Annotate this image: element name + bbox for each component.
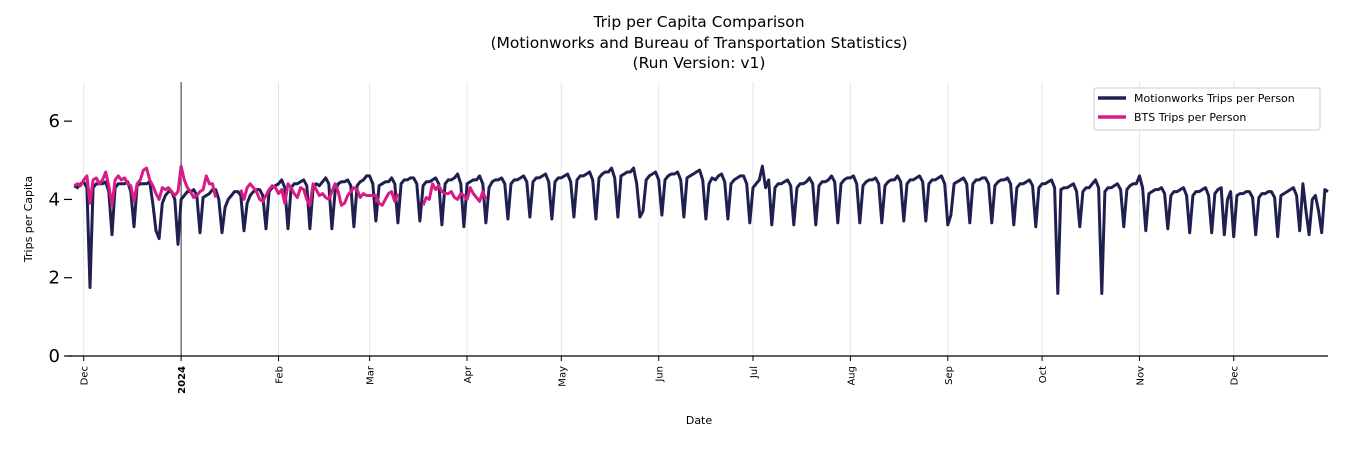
x-tick-label: Jun	[655, 366, 666, 383]
x-tick-label: Jul	[749, 366, 760, 379]
x-tick-label: May	[557, 366, 568, 387]
y-tick-label: 2	[49, 268, 60, 289]
chart-title-line-1: Trip per Capita Comparison	[592, 13, 804, 31]
legend: Motionworks Trips per Person BTS Trips p…	[1093, 87, 1321, 131]
legend-box	[1093, 87, 1321, 131]
axes: Dec 2024 Feb Mar Apr May Jun Jul Aug Sep Oct Nov Dec…	[49, 111, 1328, 394]
legend-label-motionworks: Motionworks Trips per Person	[1134, 92, 1295, 105]
chart-title-line-3: (Run Version: v1)	[633, 54, 766, 72]
series-line-bts	[239, 182, 400, 207]
x-tick-label: Aug	[846, 366, 857, 386]
y-tick-label: 4	[49, 189, 60, 210]
chart-title-line-2: (Motionworks and Bureau of Transportatio…	[490, 34, 907, 52]
chart-title: Trip per Capita Comparison (Motionworks …	[490, 13, 907, 72]
y-tick-label: 0	[49, 346, 60, 367]
x-tick-label: Dec	[1230, 366, 1241, 385]
series-line-bts	[73, 164, 218, 207]
x-tick-label: 2024	[177, 366, 188, 394]
x-tick-label: Oct	[1038, 366, 1049, 383]
y-tick-label: 6	[49, 111, 60, 132]
series-lines	[73, 164, 1329, 295]
x-tick-label: Nov	[1135, 366, 1146, 386]
x-tick-label: Feb	[275, 366, 286, 384]
y-axis-label: Trips per Capita	[22, 176, 35, 263]
x-tick-label: Apr	[463, 365, 474, 383]
x-tick-label: Dec	[80, 366, 91, 385]
series-line-bts	[421, 182, 488, 206]
x-tick-label: Sep	[944, 366, 955, 385]
legend-label-bts: BTS Trips per Person	[1134, 111, 1246, 124]
x-axis-label: Date	[686, 414, 713, 427]
series-line-motionworks	[73, 164, 1329, 295]
x-tick-label: Mar	[366, 365, 377, 385]
